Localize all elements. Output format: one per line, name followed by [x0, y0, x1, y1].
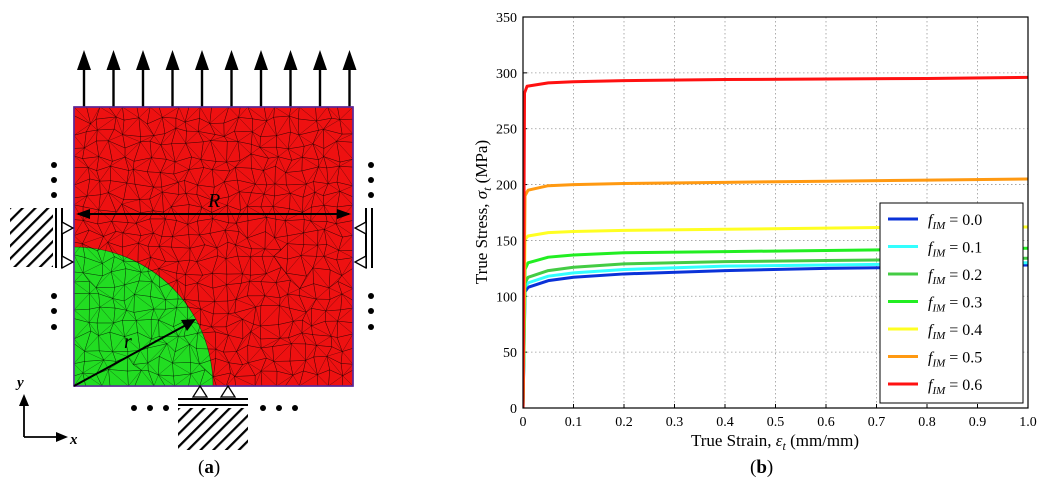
plot-frame [522, 16, 1029, 409]
y-axis-label: True Stress, σt (MPa) [472, 140, 494, 284]
legend-item: fIM = 0.1 [888, 240, 982, 260]
x-tick-label: 0.9 [969, 415, 987, 430]
legend-item: fIM = 0.6 [888, 377, 982, 397]
x-tick-label: 0.3 [666, 415, 684, 430]
tension-arrow [342, 50, 357, 107]
tension-arrow [195, 50, 209, 107]
legend-label: fIM = 0.5 [928, 350, 982, 370]
tension-arrow [283, 50, 298, 107]
y-tick-label: 0 [510, 402, 517, 417]
domain-border [73, 106, 354, 387]
y-tick-label: 200 [496, 179, 517, 194]
series-line [523, 263, 1028, 408]
panel-b-chart: 0 0.1 0.2 0.3 0.4 0.5 0.6 0.7 0.8 0.9 1.0 0 50 100 15… [472, 11, 1037, 453]
legend-item: fIM = 0.2 [888, 267, 982, 287]
legend-label: fIM = 0.2 [928, 267, 982, 287]
tension-arrow [77, 50, 91, 107]
legend-label: fIM = 0.1 [928, 240, 982, 260]
series-line [523, 256, 1028, 408]
x-tick-label: 0.1 [565, 415, 583, 430]
chart-series [523, 75, 1028, 408]
legend-label: fIM = 0.4 [928, 322, 982, 342]
legend-label: fIM = 0.3 [928, 295, 982, 315]
x-axis-label: True Strain, εt (mm/mm) [691, 431, 859, 453]
x-tick-label: 0.4 [716, 415, 734, 430]
series-line [523, 75, 1028, 408]
x-tick-label: 0.5 [767, 415, 785, 430]
legend-label: fIM = 0.0 [928, 212, 982, 232]
legend-label: fIM = 0.6 [928, 377, 982, 397]
legend-item: fIM = 0.4 [888, 322, 982, 342]
y-tick-label: 100 [496, 290, 517, 305]
tension-arrow [254, 50, 268, 107]
axis-label-y: y [15, 375, 24, 391]
chart-legend: fIM = 0.0 fIM = 0.1 fIM = 0.2 fIM = 0.3 fIM … [879, 202, 1024, 404]
x-tick-labels: 0 0.1 0.2 0.3 0.4 0.5 0.6 0.7 0.8 0.9 1.0 [520, 415, 1037, 430]
bottom-roller-support [131, 384, 298, 450]
tension-arrow [106, 50, 121, 107]
right-roller-support [353, 162, 374, 330]
series-line [523, 225, 1028, 408]
tension-arrows [77, 50, 357, 107]
inclusion-region [74, 247, 213, 386]
coordinate-axes: y x [15, 375, 78, 448]
x-tick-label: 0.7 [868, 415, 886, 430]
y-tick-label: 150 [496, 234, 517, 249]
x-tick-label: 0.8 [918, 415, 936, 430]
y-tick-label: 350 [496, 11, 517, 26]
panel-a-schematic: R r [10, 50, 374, 450]
x-tick-label: 0 [520, 415, 527, 430]
legend-item: fIM = 0.3 [888, 295, 982, 315]
legend-item: fIM = 0.5 [888, 350, 982, 370]
dimension-R: R [76, 190, 351, 219]
tension-arrow [313, 50, 327, 107]
dimension-r: r [73, 319, 196, 387]
y-tick-label: 50 [503, 346, 517, 361]
y-tick-labels: 0 50 100 150 200 250 300 350 [496, 11, 517, 417]
series-line [523, 246, 1028, 408]
series-line [523, 261, 1028, 408]
tension-arrow [224, 50, 239, 107]
y-tick-label: 250 [496, 123, 517, 138]
legend-item: fIM = 0.0 [888, 212, 982, 232]
tension-arrow [165, 50, 180, 107]
series-line [523, 177, 1028, 408]
label-R: R [207, 190, 220, 212]
unit-cell-domain [73, 106, 354, 387]
caption-a: (a) [198, 457, 221, 478]
left-roller-support [10, 162, 75, 330]
x-tick-label: 0.2 [615, 415, 633, 430]
x-tick-label: 1.0 [1019, 415, 1037, 430]
tension-arrow [136, 50, 150, 107]
y-tick-label: 300 [496, 67, 517, 82]
caption-b: (b) [750, 457, 774, 478]
mesh-lines [74, 107, 353, 386]
x-tick-label: 0.6 [817, 415, 835, 430]
label-r: r [124, 331, 132, 353]
axis-label-x: x [69, 432, 78, 448]
